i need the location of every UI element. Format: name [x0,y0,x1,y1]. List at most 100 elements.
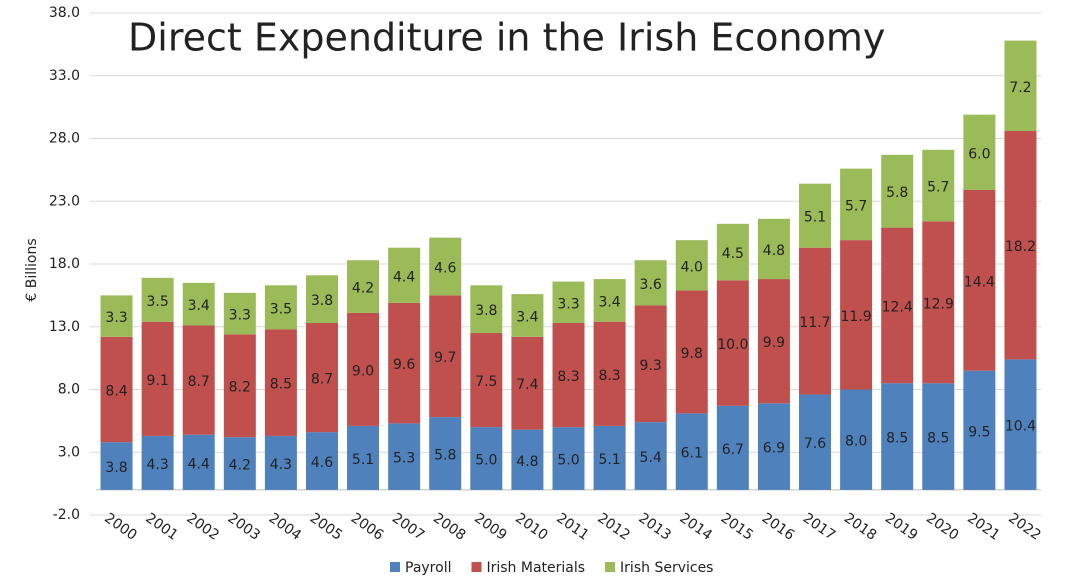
y-tick-label: 13.0 [49,319,80,335]
bar-segment [552,281,585,323]
bar-segment [100,336,133,443]
bar-segment [347,260,380,313]
legend-label: Irish Services [620,560,713,576]
chart-title: Direct Expenditure in the Irish Economy [128,16,885,60]
bar-segment [470,285,503,334]
bar-segment [881,383,914,490]
bar-segment [141,277,174,322]
bar-segment [593,425,626,490]
bar-segment [757,279,790,404]
bar-segment [922,383,955,490]
data-label: 4.3 [270,457,292,473]
data-label: 8.5 [927,431,949,447]
data-label: 8.2 [229,380,251,396]
bar-segment [634,422,667,490]
bar-segment [922,149,955,222]
bar-segment [799,247,832,395]
bar-segment [511,294,544,337]
data-label: 12.4 [882,299,913,315]
legend-label: Irish Materials [486,560,585,576]
data-label: 18.2 [1005,239,1036,255]
data-label: 3.4 [188,298,210,314]
data-label: 11.7 [799,315,830,331]
data-label: 6.9 [763,441,785,457]
data-label: 5.1 [804,210,826,226]
bar-segment [757,403,790,490]
bar-segment [840,168,873,241]
y-tick-label: 38.0 [49,5,80,21]
y-tick-label: 33.0 [49,68,80,84]
y-tick-label: -2.0 [53,507,80,523]
bar-segment [963,370,996,490]
bar-segment [1004,40,1037,131]
data-label: 5.0 [557,453,579,469]
y-tick-label: 3.0 [58,444,80,460]
bar-segment [223,334,256,438]
bar-segment [511,336,544,430]
legend-swatch [390,562,400,572]
data-label: 10.0 [717,337,748,353]
bar-segment [264,285,297,330]
data-label: 9.7 [434,350,456,366]
bar-segment [634,260,667,306]
bar-segment [305,275,338,323]
data-label: 6.1 [681,446,703,462]
data-label: 4.8 [763,243,785,259]
bar-segment [634,305,667,423]
data-label: 8.5 [886,431,908,447]
bar-segment [100,295,133,337]
data-label: 9.5 [968,424,990,440]
bar-segment [264,435,297,490]
data-label: 5.4 [640,450,662,466]
bar-segment [881,227,914,384]
data-label: 5.1 [598,452,620,468]
data-label: 8.5 [270,377,292,393]
bar-segment [141,321,174,436]
data-label: 8.0 [845,434,867,450]
bar-segment [840,240,873,390]
bar-segment [470,333,503,428]
data-label: 4.6 [311,455,333,471]
data-label: 4.4 [393,269,415,285]
data-label: 8.7 [311,372,333,388]
data-label: 3.3 [557,296,579,312]
data-label: 7.2 [1009,80,1031,96]
bar-segment [881,154,914,228]
data-label: 4.8 [516,454,538,470]
bar-segment [1004,359,1037,490]
bar-segment [593,321,626,426]
data-label: 4.0 [681,259,703,275]
bar-segment [305,322,338,433]
bar-segment [716,223,749,281]
bar-segment [675,290,708,414]
data-label: 4.6 [434,261,456,277]
data-label: 8.3 [598,368,620,384]
bar-segment [675,240,708,291]
bar-segment [922,221,955,384]
legend-swatch [471,562,482,572]
data-label: 6.0 [968,146,990,162]
data-label: 3.3 [229,308,251,324]
data-label: 8.4 [105,384,127,400]
bar-segment [963,189,996,371]
bar-segment [429,417,462,490]
bar-segment [305,432,338,490]
data-label: 5.3 [393,451,415,467]
bar-segment [757,218,790,280]
bar-segment [388,247,421,303]
data-label: 3.4 [598,294,620,310]
bar-segment [347,312,380,426]
legend-swatch [605,562,616,572]
bar-segment [799,394,832,490]
bar-segment [799,183,832,248]
legend-label: Payroll [405,560,451,576]
bar-segment [963,114,996,190]
data-label: 9.0 [352,363,374,379]
y-tick-label: 28.0 [49,131,80,147]
data-label: 10.4 [1005,419,1036,435]
data-label: 3.8 [311,293,333,309]
bar-segment [264,329,297,436]
data-label: 5.8 [434,448,456,464]
bar-segment [470,427,503,490]
bar-segment [1004,130,1037,360]
